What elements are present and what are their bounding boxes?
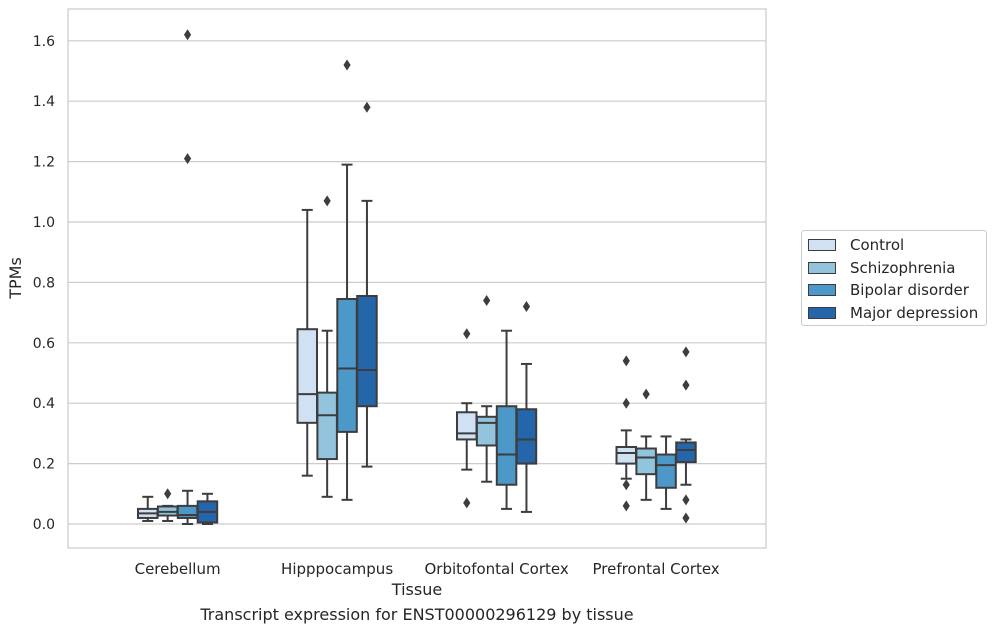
x-tick-label: Orbitofontal Cortex	[424, 560, 568, 578]
box-major-depression	[196, 492, 219, 525]
plot-frame	[67, 8, 767, 549]
legend-label: Control	[850, 236, 905, 255]
outlier-point	[642, 388, 650, 400]
y-tick-label: 1.4	[33, 94, 55, 110]
legend-item: Control	[808, 234, 986, 257]
outlier-point	[682, 494, 690, 506]
box-iqr	[316, 391, 338, 461]
outlier-point	[622, 500, 630, 512]
box-iqr	[615, 445, 637, 465]
outlier-point	[622, 479, 630, 491]
x-tick-label: Hipppocampus	[281, 560, 393, 578]
legend-label: Bipolar disorder	[850, 281, 969, 300]
box-bipolar-disorder	[336, 59, 358, 501]
legend-label: Major depression	[850, 303, 979, 322]
outlier-point	[622, 397, 630, 409]
y-tick-label: 0.2	[33, 457, 55, 473]
box-major-depression	[356, 101, 378, 468]
box-iqr	[515, 408, 538, 465]
outlier-point	[164, 488, 172, 500]
outlier-point	[463, 328, 471, 340]
gridlines	[68, 40, 766, 525]
legend-label: Schizophrenia	[850, 258, 956, 277]
box-iqr	[456, 411, 478, 441]
box-major-depression	[515, 301, 538, 513]
outlier-point	[323, 195, 331, 207]
box-bipolar-disorder	[176, 29, 199, 525]
box-bipolar-disorder	[655, 435, 677, 510]
legend-swatch	[808, 306, 836, 319]
legend-item: Bipolar disorder	[808, 279, 986, 302]
y-tick-label: 0.6	[33, 336, 55, 352]
box-iqr	[635, 447, 657, 476]
box-iqr	[495, 405, 518, 486]
y-axis-label: TPMs	[6, 257, 25, 300]
box-iqr	[475, 415, 498, 447]
y-tick-label: 1.6	[33, 34, 55, 50]
y-tick-label: 0.4	[33, 396, 55, 412]
box-iqr	[336, 298, 358, 433]
outlier-point	[682, 512, 690, 524]
y-tick-label: 1.2	[33, 155, 55, 171]
chart-title: Transcript expression for ENST0000029612…	[200, 605, 634, 624]
outlier-point	[463, 497, 471, 509]
box-control	[456, 328, 478, 509]
outlier-point	[183, 153, 192, 165]
box-iqr	[356, 294, 378, 408]
legend-swatch	[808, 284, 836, 297]
box-schizophrenia	[156, 488, 179, 522]
boxes-layer	[137, 29, 697, 525]
legend-swatch	[808, 239, 836, 252]
outlier-point	[622, 355, 630, 367]
box-iqr	[176, 504, 199, 519]
outlier-point	[363, 101, 371, 113]
legend-swatch	[808, 261, 836, 274]
box-iqr	[675, 441, 697, 464]
y-tick-label: 0.8	[33, 275, 55, 291]
x-axis-label: Tissue	[391, 580, 442, 599]
box-schizophrenia	[635, 388, 657, 501]
legend-item: Major depression	[808, 302, 986, 325]
outlier-point	[682, 346, 690, 358]
x-tick-label: Prefrontal Cortex	[592, 560, 719, 578]
box-control	[137, 495, 159, 522]
box-control	[296, 208, 318, 477]
x-tick-label: Cerebellum	[135, 560, 221, 578]
outlier-point	[183, 29, 192, 41]
outlier-point	[522, 301, 531, 313]
box-bipolar-disorder	[495, 329, 518, 510]
legend-item: Schizophrenia	[808, 257, 986, 280]
y-tick-label: 0.0	[33, 517, 55, 533]
y-tick-labels: 0.0 0.2 0.4 0.6 0.8 1.0 1.2 1.4 1.6	[33, 34, 55, 533]
y-tick-label: 1.0	[33, 215, 55, 231]
x-tick-labels: Cerebellum Hipppocampus Orbitofontal Corte…	[135, 560, 720, 578]
outlier-point	[682, 379, 690, 391]
legend: Control Schizophrenia Bipolar disorder Majo…	[801, 230, 987, 326]
box-schizophrenia	[316, 195, 338, 498]
outlier-point	[343, 59, 351, 71]
box-iqr	[655, 453, 677, 489]
box-schizophrenia	[475, 295, 498, 483]
box-iqr	[296, 328, 318, 424]
box-control	[615, 355, 637, 512]
box-major-depression	[675, 346, 697, 524]
outlier-point	[483, 295, 491, 307]
